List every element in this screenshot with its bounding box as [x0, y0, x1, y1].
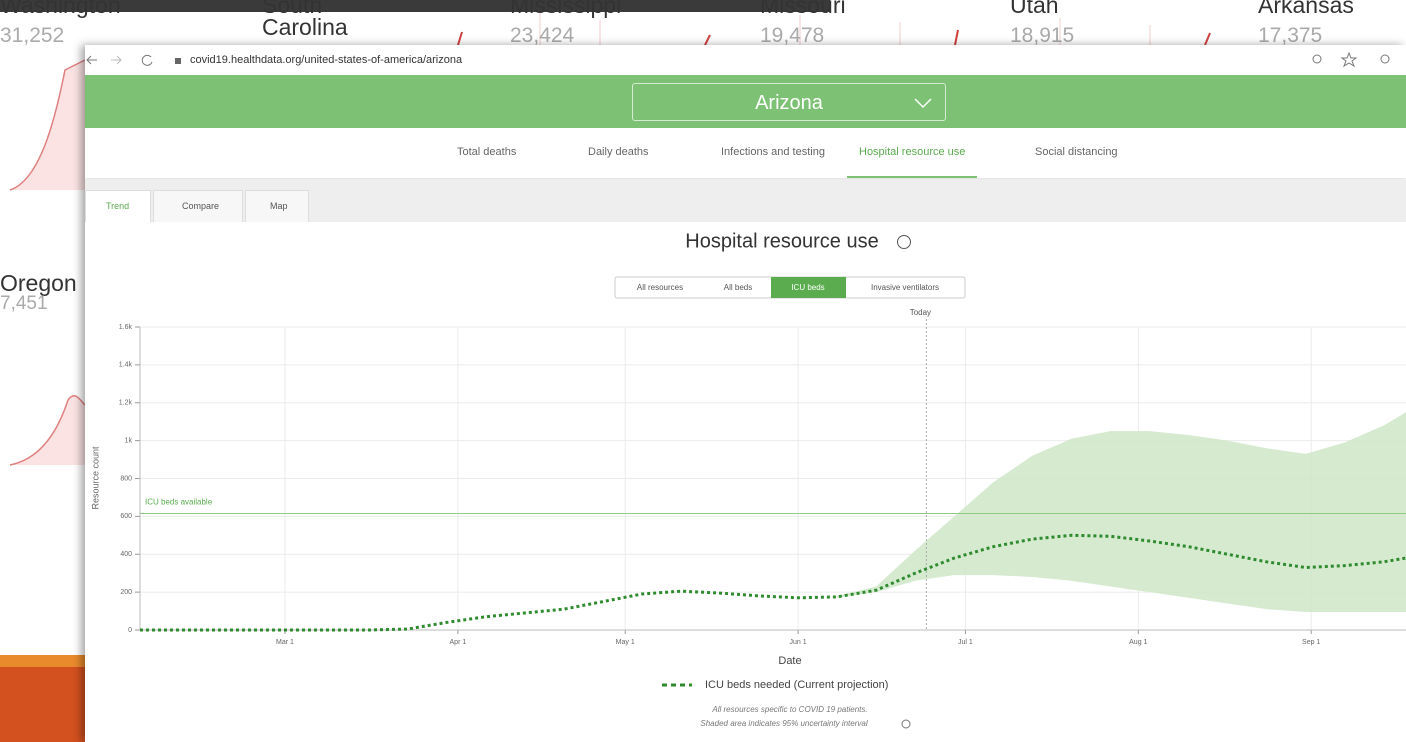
x-axis-label: Date	[778, 655, 801, 667]
today-label: Today	[910, 308, 931, 317]
site-header: Arizona	[85, 75, 1406, 128]
y-tick-label: 0	[128, 627, 132, 634]
resource-button[interactable]: ICU beds	[791, 283, 824, 292]
location: Arizona	[755, 92, 823, 114]
sparkline-area	[10, 396, 85, 465]
x-tick-label: Jul 1	[958, 639, 973, 646]
dropdown-chevron	[913, 96, 933, 110]
info-icon[interactable]	[902, 720, 910, 728]
y-tick-label: 1.2k	[119, 400, 133, 407]
back-button[interactable]	[87, 56, 97, 64]
x-tick-label: Apr 1	[450, 639, 467, 646]
url[interactable]: covid19.healthdata.org/united-states-of-…	[190, 54, 462, 66]
location-dropdown[interactable]: Arizona	[632, 83, 946, 121]
search-icon[interactable]	[1381, 55, 1389, 63]
x-tick-label: Jun 1	[790, 639, 807, 646]
y-tick-label: 1.6k	[119, 324, 133, 331]
state-deaths: 31,252	[0, 24, 64, 48]
nav-bar: Total deaths Daily deaths Infections and…	[85, 128, 1406, 178]
tab[interactable]: Compare	[153, 190, 243, 222]
y-tick-label: 200	[120, 589, 132, 596]
nav-link[interactable]: Social distancing	[1035, 128, 1118, 176]
address-bar: covid19.healthdata.org/united-states-of-…	[85, 45, 1406, 76]
x-tick-label: Sep 1	[1302, 639, 1320, 646]
zoom-icon[interactable]	[1313, 55, 1321, 63]
browser-controls	[85, 45, 205, 75]
lock-icon	[175, 58, 181, 64]
y-tick-label: 1k	[125, 437, 133, 444]
state-name: Mississippi	[510, 0, 621, 16]
chart: Hospital resource use All resources All …	[85, 222, 1406, 742]
resource-button[interactable]: All resources	[637, 283, 683, 292]
background-block	[0, 655, 85, 667]
resource-button[interactable]: Invasive ventilators	[871, 283, 939, 292]
y-tick-label: 400	[120, 551, 132, 558]
y-tick-label: 800	[120, 475, 132, 482]
page: {"background": {"states": [ {"name": "Wa…	[0, 0, 1406, 742]
resource-button[interactable]: All beds	[724, 283, 752, 292]
nav-link[interactable]: Daily deaths	[588, 128, 649, 176]
forward-button[interactable]	[111, 56, 121, 64]
state-name: Arkansas	[1258, 0, 1354, 16]
legend-label: ICU beds needed (Current projection)	[705, 679, 888, 691]
background-block	[0, 655, 85, 742]
state-name: South Carolina	[262, 0, 372, 38]
reload-button[interactable]	[142, 55, 152, 65]
x-tick-label: Aug 1	[1129, 639, 1147, 646]
chart-title: Hospital resource use	[685, 230, 878, 252]
nav-link[interactable]: Total deaths	[457, 128, 516, 176]
state-deaths: 7,451	[0, 293, 48, 315]
bookmark-icon[interactable]	[1342, 53, 1356, 66]
note: All resources specific to COVID 19 patie…	[711, 705, 867, 714]
nav-link[interactable]: Hospital resource use	[847, 128, 977, 178]
state-name: Missouri	[760, 0, 846, 16]
x-tick-label: Mar 1	[276, 639, 294, 646]
state-name: Washington	[0, 0, 121, 16]
state-name: Utah	[1010, 0, 1059, 16]
note: Shaded area indicates 95% uncertainty in…	[700, 719, 867, 728]
nav-link[interactable]: Infections and testing	[721, 128, 825, 176]
state-name: Oregon	[0, 272, 77, 294]
y-tick-label: 600	[120, 513, 132, 520]
view-tabs: Trend Compare Map	[85, 180, 1406, 222]
chart-group: Hospital resource use All resources All …	[90, 230, 1406, 728]
info-icon[interactable]	[898, 236, 911, 249]
y-tick-label: 1.4k	[119, 362, 133, 369]
tab[interactable]: Trend	[85, 190, 151, 222]
sparkline-area	[10, 60, 85, 190]
reference-label: ICU beds available	[145, 498, 213, 507]
tab[interactable]: Map	[245, 190, 309, 222]
x-tick-label: May 1	[616, 639, 635, 646]
browser-actions	[1305, 45, 1406, 75]
y-axis-label: Resource count	[90, 446, 100, 510]
uncertainty-band	[837, 412, 1406, 612]
